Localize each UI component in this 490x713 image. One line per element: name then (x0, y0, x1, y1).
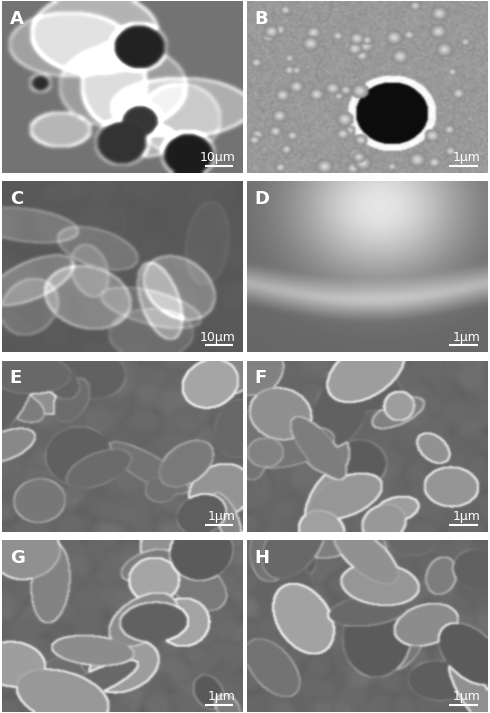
Text: 10μm: 10μm (200, 331, 236, 344)
Text: D: D (254, 190, 269, 207)
Text: E: E (10, 369, 22, 387)
Text: 1μm: 1μm (208, 511, 236, 523)
Text: G: G (10, 549, 24, 567)
Text: 1μm: 1μm (452, 151, 480, 164)
Text: 1μm: 1μm (452, 690, 480, 703)
Text: B: B (254, 10, 268, 28)
Text: A: A (10, 10, 24, 28)
Text: 10μm: 10μm (200, 151, 236, 164)
Text: H: H (254, 549, 269, 567)
Text: 1μm: 1μm (208, 690, 236, 703)
Text: 1μm: 1μm (452, 331, 480, 344)
Text: F: F (254, 369, 267, 387)
Text: C: C (10, 190, 23, 207)
Text: 1μm: 1μm (452, 511, 480, 523)
